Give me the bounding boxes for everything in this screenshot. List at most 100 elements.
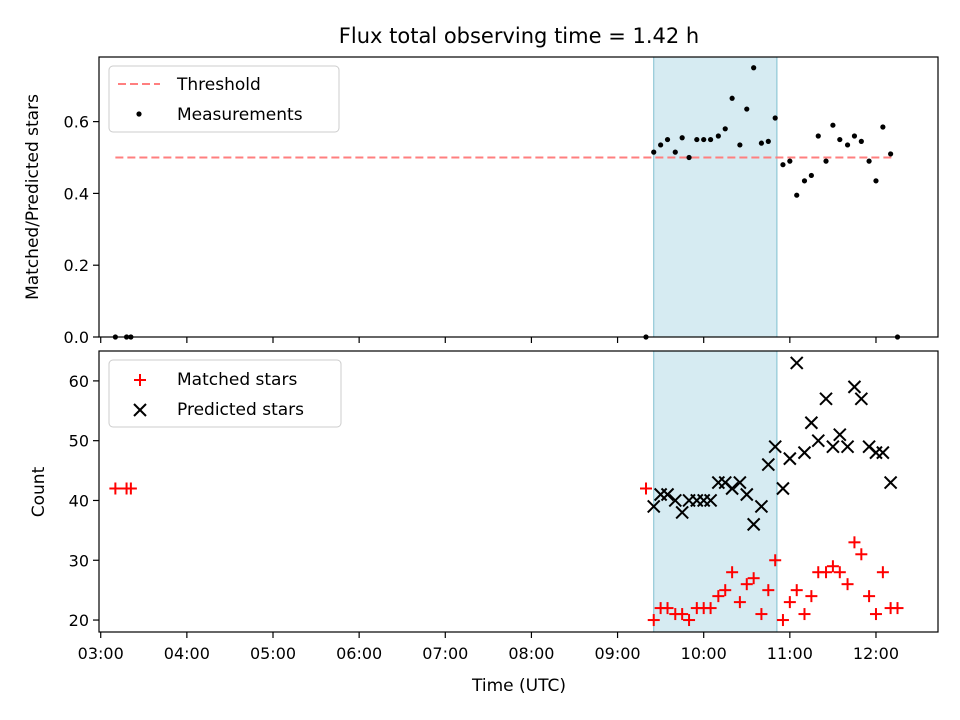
top-observing-window — [653, 56, 778, 338]
x-tick-label: 03:00 — [78, 644, 124, 663]
measurement-point — [873, 178, 879, 184]
bottom-observing-window — [653, 350, 778, 633]
measurement-point — [837, 136, 843, 143]
predicted-star-point — [647, 499, 661, 514]
predicted-star-point — [761, 457, 776, 472]
predicted-star-point — [826, 439, 840, 454]
matched-star-point — [826, 560, 839, 573]
panel-top: 0.0 0.2 0.4 0.6 Matched/Predicted stars Thr… — [23, 56, 939, 347]
top-plot-frame — [98, 56, 939, 338]
measurement-point — [844, 142, 851, 148]
predicted-star-point — [783, 451, 797, 466]
predicted-star-point — [660, 487, 675, 502]
bottom-legend: Matched stars Predicted stars — [108, 359, 342, 428]
matched-star-point — [740, 578, 753, 591]
matched-star-point — [747, 572, 760, 585]
measurement-point — [888, 151, 894, 157]
matched-star-point — [798, 608, 811, 621]
measurement-point — [715, 133, 721, 139]
legend-measurements-swatch — [136, 111, 142, 117]
legend-predicted-swatch — [133, 403, 147, 417]
top-legend: Threshold Measurements — [108, 65, 340, 133]
predicted-star-point — [869, 445, 883, 460]
matched-star-point — [109, 482, 122, 495]
matched-star-point — [841, 578, 854, 591]
matched-star-point — [733, 596, 746, 609]
bottom-plot-frame — [98, 350, 939, 633]
matched-star-point — [769, 554, 782, 567]
predicted-star-point — [668, 493, 682, 508]
panel-bottom: 03:00 04:00 05:00 06:00 07:00 08:00 09:00 10:00… — [29, 350, 939, 696]
measurement-point — [765, 138, 771, 144]
predicted-star-point — [675, 505, 689, 520]
x-tick-label: 11:00 — [767, 644, 813, 663]
matched-star-point — [805, 590, 818, 603]
measurement-point — [787, 158, 793, 164]
measurement-point — [880, 124, 886, 130]
measurement-point — [815, 133, 821, 139]
bottom-y-axis-label: Count — [29, 466, 49, 517]
predicted-star-point — [768, 439, 782, 454]
predicted-star-point — [833, 427, 847, 442]
top-legend-box — [108, 65, 340, 133]
measurement-point — [694, 136, 700, 143]
predicted-star-point — [811, 433, 825, 448]
top-y-tick-label: 0.6 — [64, 113, 89, 132]
top-y-tick-label: 0.4 — [64, 184, 89, 203]
predicted-star-point — [733, 475, 747, 490]
x-tick-label: 07:00 — [422, 644, 468, 663]
measurement-point — [672, 149, 678, 155]
bottom-y-tick-label: 20 — [69, 611, 89, 630]
measurement-point — [751, 65, 757, 71]
top-y-tick-label: 0.2 — [64, 256, 89, 275]
measurement-point — [801, 178, 808, 184]
x-tick-label: 12:00 — [853, 644, 899, 663]
top-y-axis-label: Matched/Predicted stars — [23, 94, 43, 300]
matched-star-point — [647, 614, 660, 627]
x-tick-label: 06:00 — [336, 644, 382, 663]
top-y-tick-label: 0.0 — [64, 328, 89, 347]
measurement-point — [780, 162, 786, 168]
predicted-star-point — [797, 445, 812, 460]
matched-star-point — [661, 602, 674, 615]
matched-star-point — [876, 566, 889, 579]
measurement-point — [758, 140, 765, 146]
matched-star-point — [704, 602, 717, 615]
matched-star-point — [124, 482, 137, 495]
measurement-point — [658, 142, 664, 148]
measurement-point — [808, 172, 814, 179]
predicted-star-point — [725, 481, 739, 496]
legend-measurements-label: Measurements — [177, 105, 303, 125]
x-tick-label: 10:00 — [681, 644, 727, 663]
measurement-point — [794, 192, 800, 198]
measurement-point — [686, 154, 692, 161]
matched-star-point — [869, 608, 882, 621]
predicted-star-point — [840, 439, 855, 454]
measurement-point — [744, 106, 750, 112]
measurement-point — [729, 95, 735, 101]
matched-star-point — [676, 608, 689, 621]
bottom-series-1 — [647, 356, 898, 532]
measurement-point — [851, 133, 858, 139]
measurement-point — [707, 136, 714, 143]
matched-star-point — [726, 566, 739, 579]
legend-predicted-label: Predicted stars — [177, 400, 304, 420]
bottom-y-tick-label: 40 — [69, 491, 89, 510]
matched-star-point — [762, 584, 775, 597]
top-series-0 — [112, 65, 901, 340]
measurement-point — [830, 122, 836, 128]
measurement-point — [858, 138, 864, 144]
bottom-series-0 — [109, 482, 904, 627]
predicted-star-point — [703, 493, 718, 508]
measurement-point — [701, 136, 707, 143]
matched-star-point — [891, 602, 904, 615]
measurement-point — [866, 158, 872, 164]
matched-star-point — [783, 596, 796, 609]
matched-star-point — [820, 566, 833, 579]
matched-star-point — [863, 590, 876, 603]
bottom-y-tick-label: 30 — [69, 551, 89, 570]
x-tick-label: 04:00 — [164, 644, 210, 663]
predicted-star-point — [883, 475, 898, 490]
bottom-y-tick-label: 50 — [69, 432, 89, 451]
